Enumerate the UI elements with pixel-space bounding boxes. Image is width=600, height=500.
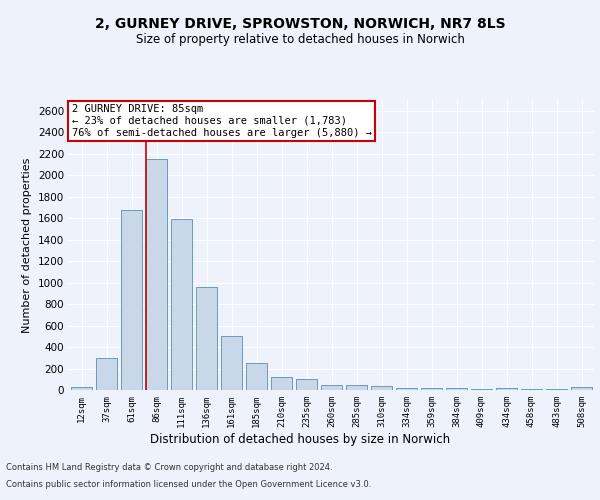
Bar <box>71 388 92 390</box>
Bar <box>371 386 392 390</box>
Text: Contains HM Land Registry data © Crown copyright and database right 2024.: Contains HM Land Registry data © Crown c… <box>6 462 332 471</box>
Bar <box>171 219 192 390</box>
Text: Size of property relative to detached houses in Norwich: Size of property relative to detached ho… <box>136 32 464 46</box>
Bar <box>346 385 367 390</box>
Bar <box>271 377 292 390</box>
Bar <box>421 388 442 390</box>
Bar <box>296 380 317 390</box>
Text: Distribution of detached houses by size in Norwich: Distribution of detached houses by size … <box>150 432 450 446</box>
Bar <box>96 358 117 390</box>
Text: 2, GURNEY DRIVE, SPROWSTON, NORWICH, NR7 8LS: 2, GURNEY DRIVE, SPROWSTON, NORWICH, NR7… <box>95 18 505 32</box>
Text: Contains public sector information licensed under the Open Government Licence v3: Contains public sector information licen… <box>6 480 371 489</box>
Bar <box>496 388 517 390</box>
Bar <box>446 388 467 390</box>
Y-axis label: Number of detached properties: Number of detached properties <box>22 158 32 332</box>
Bar <box>321 384 342 390</box>
Bar <box>196 287 217 390</box>
Bar <box>471 389 492 390</box>
Bar <box>396 388 417 390</box>
Bar <box>521 389 542 390</box>
Bar <box>571 388 592 390</box>
Text: 2 GURNEY DRIVE: 85sqm
← 23% of detached houses are smaller (1,783)
76% of semi-d: 2 GURNEY DRIVE: 85sqm ← 23% of detached … <box>71 104 371 138</box>
Bar <box>246 363 267 390</box>
Bar <box>146 159 167 390</box>
Bar <box>121 210 142 390</box>
Bar <box>221 336 242 390</box>
